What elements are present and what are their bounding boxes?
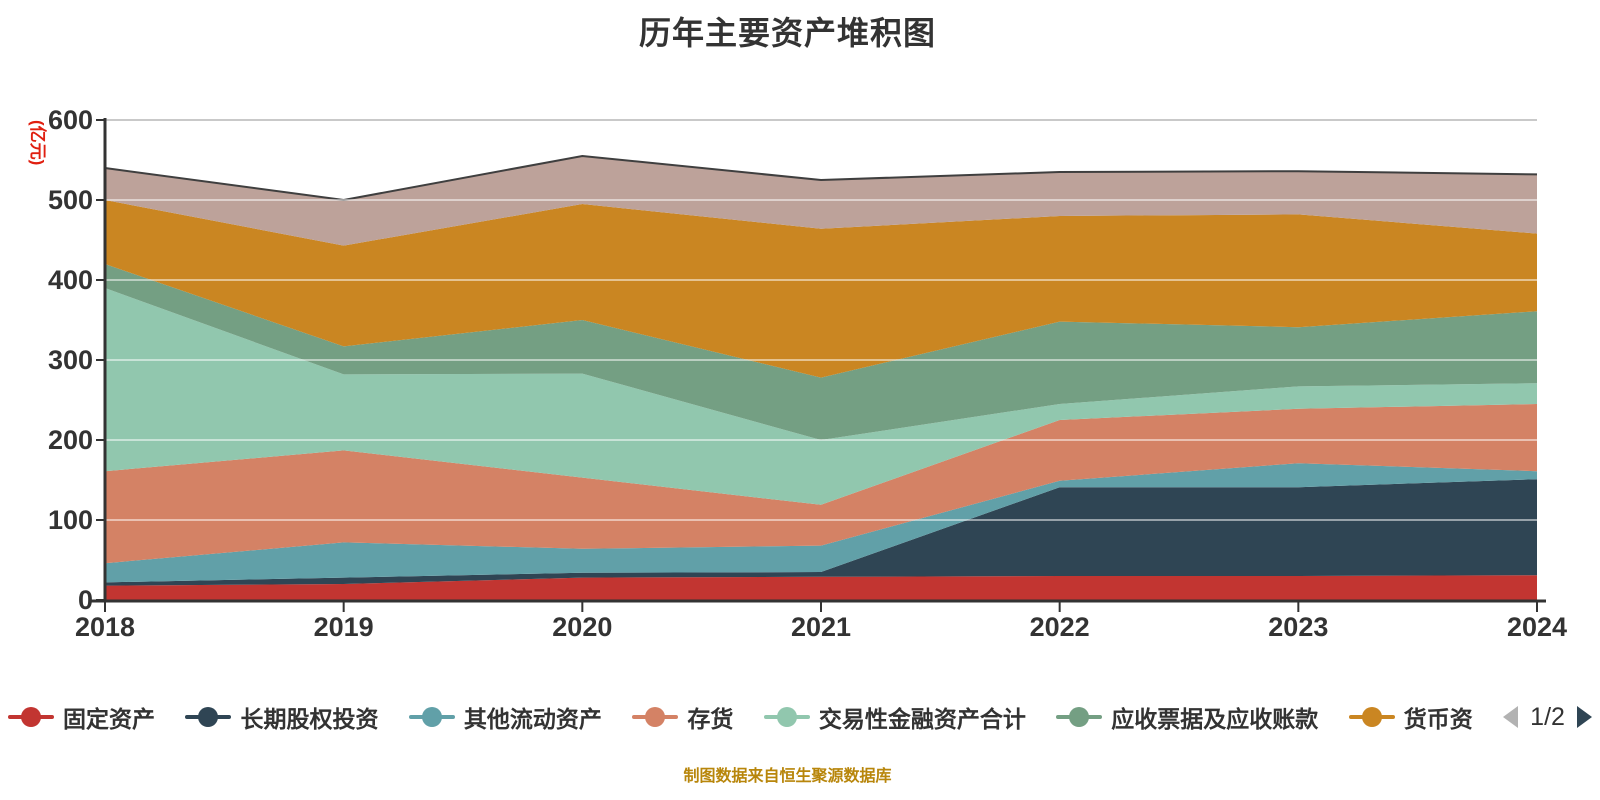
legend-line-circle-icon (1056, 706, 1103, 728)
legend-line-circle-icon (632, 706, 679, 728)
legend-label: 交易性金融资产合计 (818, 706, 1026, 732)
legend-marker-dot (1361, 707, 1382, 727)
legend-label: 其他流动资产 (463, 706, 602, 732)
legend-item-存货[interactable]: 存货 (632, 700, 733, 734)
legend-marker-dot (776, 707, 797, 727)
legend: 固定资产 长期股权投资 其他流动资产 存货 交易性金融资产合计 应收票据及应收账款 货币资 1… (8, 698, 1592, 736)
y-tick-label-500: 500 (47, 185, 93, 215)
legend-line-circle-icon (763, 706, 810, 728)
area-series-2-其他流动资产[interactable] (105, 463, 1537, 583)
source-note: 制图数据来自恒生聚源数据库 (683, 768, 892, 785)
legend-marker-dot (421, 707, 442, 727)
y-tick-label-400: 400 (47, 265, 93, 295)
x-tick-label-2019: 2019 (313, 612, 374, 642)
x-tick-label-2020: 2020 (552, 612, 613, 642)
legend-label: 应收票据及应收账款 (1111, 706, 1319, 732)
x-tick-label-2023: 2023 (1268, 612, 1329, 642)
area-series-1-长期股权投资[interactable] (105, 479, 1537, 586)
legend-label: 长期股权投资 (240, 706, 379, 732)
page-title: 历年主要资产堆积图 (638, 15, 936, 51)
legend-pager: 1/2 (1503, 703, 1592, 732)
legend-label: 货币资 (1403, 706, 1473, 732)
y-tick-label-100: 100 (47, 505, 93, 535)
legend-marker-dot (21, 707, 41, 727)
y-tick-label-300: 300 (47, 345, 93, 375)
legend-page-indicator: 1/2 (1530, 702, 1565, 731)
legend-label: 存货 (687, 706, 734, 732)
x-tick-label-2022: 2022 (1029, 612, 1090, 642)
legend-item-固定资产[interactable]: 固定资产 (8, 700, 155, 734)
legend-line-circle-icon (1348, 706, 1395, 728)
legend-marker-dot (645, 707, 666, 727)
legend-prev-page-icon[interactable] (1503, 706, 1519, 728)
legend-item-其他流动资产[interactable]: 其他流动资产 (408, 700, 602, 734)
legend-marker-dot (1069, 707, 1090, 727)
area-series-4-交易性金融资产合计[interactable] (105, 288, 1537, 505)
area-series-5-应收票据及应收账款[interactable] (105, 264, 1537, 440)
x-tick-label-2021: 2021 (790, 612, 852, 642)
legend-line-circle-icon (8, 706, 54, 728)
legend-item-交易性金融资产合计[interactable]: 交易性金融资产合计 (763, 700, 1026, 734)
y-tick-label-0: 0 (77, 585, 93, 615)
y-tick-label-200: 200 (47, 425, 93, 455)
area-series-3-存货[interactable] (105, 404, 1537, 564)
area-series-6-货币资[interactable] (105, 200, 1537, 378)
legend-item-货币资[interactable]: 货币资 (1348, 700, 1473, 734)
y-tick-label-600: 600 (47, 105, 93, 135)
legend-label: 固定资产 (63, 706, 155, 732)
legend-item-应收票据及应收账款[interactable]: 应收票据及应收账款 (1056, 700, 1318, 734)
legend-line-circle-icon (185, 706, 232, 728)
x-tick-label-2018: 2018 (74, 612, 136, 642)
area-series-0-固定资产[interactable] (105, 575, 1537, 600)
legend-next-page-icon[interactable] (1576, 706, 1592, 728)
legend-marker-dot (198, 707, 219, 727)
legend-item-长期股权投资[interactable]: 长期股权投资 (185, 700, 378, 734)
legend-line-circle-icon (408, 706, 455, 728)
x-tick-label-2024: 2024 (1506, 612, 1568, 642)
stacked-area-plot (90, 118, 1546, 612)
